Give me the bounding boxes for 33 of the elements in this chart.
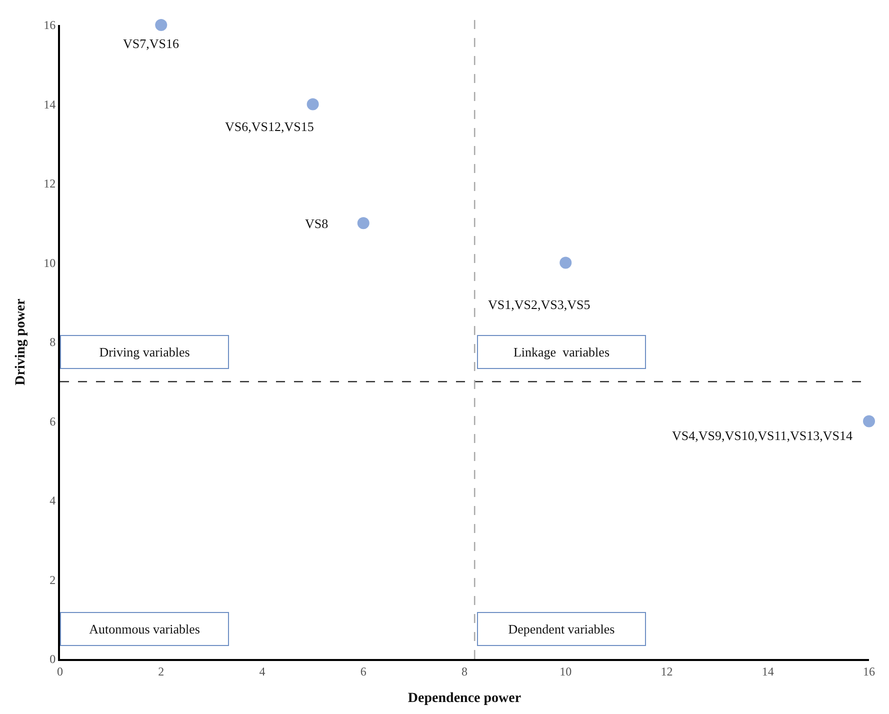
annotation: VS8	[305, 216, 328, 231]
x-tick-label: 12	[660, 664, 673, 678]
y-tick-label: 10	[44, 256, 56, 270]
y-tick-label: 8	[50, 335, 56, 350]
y-tick-label: 2	[50, 572, 56, 587]
x-tick-label: 14	[762, 664, 774, 678]
annotation: Linkage variables	[513, 344, 610, 360]
point	[560, 256, 572, 269]
annotation: VS4,VS9,VS10,VS11,VS13,VS14	[672, 428, 853, 443]
annotation: Autonmous variables	[89, 622, 200, 636]
x-tick-label: 10	[560, 664, 572, 678]
y-tick-label: 14	[44, 97, 56, 112]
annotation: Driving variables	[99, 344, 190, 360]
annotation: Dependent variables	[508, 622, 615, 636]
y-tick-label: 12	[44, 176, 56, 191]
point	[306, 98, 319, 110]
y-axis-title: Driving power	[14, 298, 29, 386]
y-tick-label: 16	[44, 18, 56, 32]
x-tick-label: 2	[158, 664, 164, 678]
point	[863, 415, 875, 428]
x-tick-label: 6	[360, 664, 366, 678]
y-tick-label: 6	[50, 414, 56, 428]
point	[357, 217, 370, 230]
x-tick-label: 8	[462, 664, 468, 678]
annotation: VS7,VS16	[123, 36, 180, 51]
x-tick-label: 16	[863, 664, 875, 678]
x-axis-title: Dependence power	[408, 691, 522, 706]
point	[155, 19, 168, 31]
annotation: VS6,VS12,VS15	[225, 119, 314, 134]
y-tick-label: 4	[50, 494, 56, 508]
annotation: VS1,VS2,VS3,VS5	[488, 297, 590, 312]
y-tick-label: 0	[50, 652, 56, 666]
x-tick-label: 4	[259, 664, 266, 678]
